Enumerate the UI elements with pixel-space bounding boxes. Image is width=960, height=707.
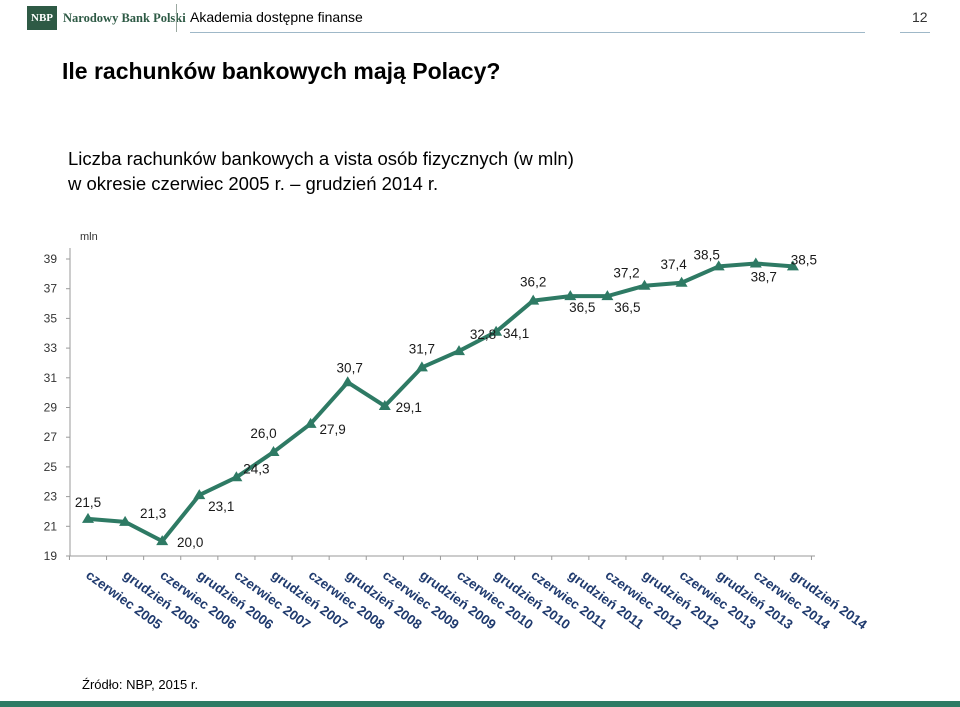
data-label: 24,3 [243,461,269,476]
y-axis-label: mln [80,231,98,243]
subtitle-line-1: Liczba rachunków bankowych a vista osób … [68,148,574,169]
data-label: 26,0 [250,426,276,441]
header-section: Akademia dostępne finanse [190,9,363,25]
page-title: Ile rachunków bankowych mają Polacy? [62,58,501,84]
data-point-marker [564,290,577,301]
header-rule [190,32,865,33]
data-point-marker [601,290,614,301]
y-tick-label: 29 [44,401,58,415]
data-label: 29,1 [396,400,422,415]
nbp-logo: NBP Narodowy Bank Polski [27,6,186,30]
bottom-bar [0,701,960,707]
subtitle-line-2: w okresie czerwiec 2005 r. – grudzień 20… [68,173,439,194]
data-point-marker [712,260,725,271]
y-tick-label: 31 [44,371,58,385]
y-tick-label: 25 [44,460,58,474]
data-label: 20,0 [177,535,203,550]
data-point-marker [527,294,540,305]
data-point-marker [119,515,132,526]
data-label: 38,5 [694,247,720,262]
logo-name: Narodowy Bank Polski [63,10,186,25]
y-tick-label: 35 [44,311,58,325]
data-label: 36,5 [569,300,595,315]
page-number-rule [900,32,930,33]
data-label: 32,8 [470,327,496,342]
logo-abbr: NBP [27,6,57,30]
header-divider [176,4,177,32]
data-label: 38,7 [751,269,777,284]
series-line [87,261,794,544]
y-tick-label: 37 [44,282,58,296]
y-tick-label: 23 [44,490,58,504]
data-point-marker [675,276,688,287]
data-label: 36,5 [614,300,640,315]
y-tick-label: 21 [44,519,58,533]
data-label: 21,5 [75,495,101,510]
data-point-marker [341,376,354,387]
y-tick-label: 19 [44,549,58,563]
y-tick-label: 39 [44,252,58,266]
data-label: 37,4 [660,257,687,272]
data-label: 23,1 [208,499,234,514]
data-point-marker [490,325,503,336]
data-point-marker [230,471,243,482]
data-label: 31,7 [409,341,435,356]
data-label: 34,1 [503,326,529,341]
y-tick-label: 27 [44,430,58,444]
data-label: 27,9 [319,422,345,437]
data-point-marker [267,446,280,457]
y-tick-label: 33 [44,341,58,355]
page-number: 12 [912,9,928,25]
chart-subtitle: Liczba rachunków bankowych a vista osób … [68,146,574,196]
data-point-marker [453,345,465,356]
source-note: Źródło: NBP, 2015 r. [82,677,199,692]
data-point-marker [193,489,206,500]
data-point-marker [415,361,428,372]
data-point-marker [304,417,317,428]
data-label: 38,5 [791,252,817,267]
data-point-marker [378,400,391,411]
data-point-marker [786,260,799,271]
data-label: 36,2 [520,275,546,290]
data-label: 37,2 [613,266,639,281]
data-point-marker [749,257,762,268]
data-point-marker [82,512,94,523]
data-label: 30,7 [337,360,363,375]
data-point-marker [156,535,169,546]
data-label: 21,3 [140,506,166,521]
data-point-marker [638,279,651,290]
